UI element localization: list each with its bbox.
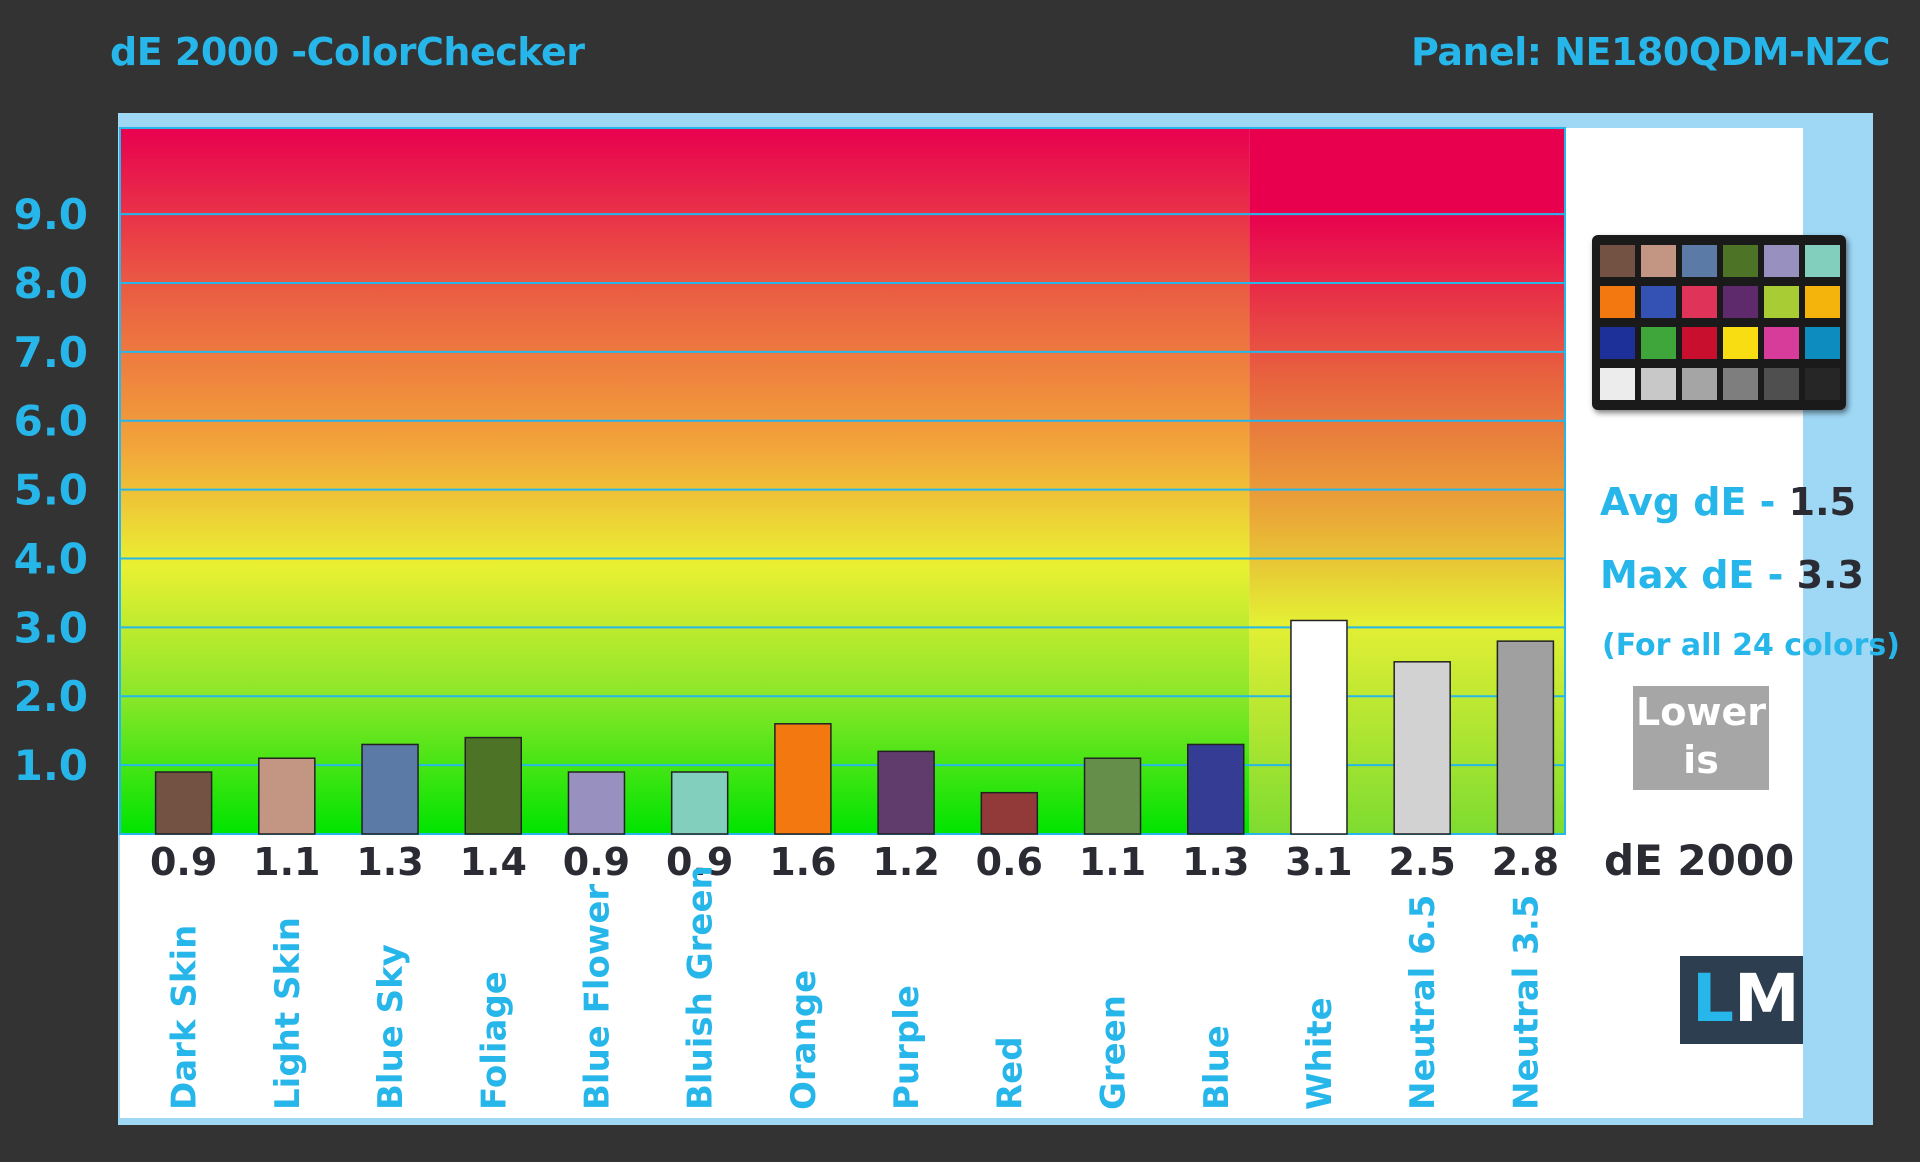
avg-de-label: Avg dE -	[1600, 480, 1789, 524]
value-label: 2.8	[1492, 840, 1559, 884]
category-label: Blue Flower	[577, 884, 617, 1110]
colorchecker-swatch	[1600, 368, 1635, 400]
logo-letter-m: M	[1734, 960, 1800, 1037]
colorchecker-swatch	[1641, 368, 1676, 400]
value-label: 1.6	[769, 840, 836, 884]
bar-purple	[877, 750, 935, 835]
bar-green	[1083, 757, 1142, 835]
colorchecker-swatch	[1805, 245, 1840, 277]
value-label: 0.9	[563, 840, 630, 884]
colorchecker-swatch	[1682, 286, 1717, 318]
colorchecker-swatch	[1600, 327, 1635, 359]
category-label: Purple	[887, 985, 927, 1110]
y-tick-label: 1.0	[14, 741, 88, 790]
category-label: Blue	[1197, 1025, 1237, 1110]
y-tick-label: 2.0	[14, 672, 88, 721]
colorchecker-swatch	[1682, 327, 1717, 359]
category-label: Dark Skin	[165, 925, 205, 1110]
axis-title: dE 2000	[1604, 836, 1795, 885]
colorchecker-swatch	[1600, 245, 1635, 277]
colorchecker-swatch	[1641, 327, 1676, 359]
value-label: 1.1	[253, 840, 320, 884]
max-de-label: Max dE -	[1600, 553, 1797, 597]
colorchecker-swatch	[1600, 286, 1635, 318]
value-label: 1.2	[872, 840, 939, 884]
bar-red	[980, 791, 1039, 835]
colorchecker-swatch	[1682, 368, 1717, 400]
colorchecker-swatch	[1641, 286, 1676, 318]
value-label: 1.3	[1182, 840, 1249, 884]
colorchecker-swatch	[1723, 286, 1758, 318]
y-tick-label: 3.0	[14, 603, 88, 652]
colorchecker-swatch	[1723, 245, 1758, 277]
bar-white	[1290, 619, 1348, 835]
y-tick-label: 6.0	[14, 397, 88, 446]
max-de-value: 3.3	[1796, 553, 1864, 597]
lower-is-better-line1: Lower is	[1636, 690, 1766, 782]
colorchecker-swatch	[1641, 245, 1676, 277]
colorchecker-swatch	[1805, 286, 1840, 318]
bar-orange	[774, 723, 832, 835]
colorchecker-swatch	[1764, 245, 1799, 277]
y-tick-label: 9.0	[14, 190, 88, 239]
panel-label: Panel: NE180QDM-NZC	[1410, 30, 1891, 74]
bar-neutral-3.5	[1496, 640, 1555, 835]
value-label: 3.1	[1285, 840, 1352, 884]
colorchecker-swatch	[1805, 368, 1840, 400]
value-label: 0.9	[150, 840, 217, 884]
bar-foliage	[464, 736, 522, 835]
logo-letter-l: L	[1692, 960, 1735, 1037]
zone-colors	[120, 128, 1250, 834]
category-label: Neutral 6.5	[1403, 895, 1443, 1110]
category-label: Foliage	[474, 971, 514, 1110]
chart-title: dE 2000 -ColorChecker	[110, 30, 585, 74]
category-label: Orange	[784, 970, 824, 1110]
y-tick-label: 7.0	[14, 328, 88, 377]
category-label: Blue Sky	[371, 944, 411, 1110]
y-tick-label: 4.0	[14, 534, 88, 583]
value-label: 0.6	[976, 840, 1043, 884]
avg-de-value: 1.5	[1788, 480, 1856, 524]
plot-border	[119, 127, 1566, 835]
category-label: Green	[1094, 995, 1134, 1110]
bar-blue-sky	[361, 743, 419, 835]
lower-is-better-line2: better	[1634, 786, 1768, 830]
value-label: 1.4	[460, 840, 527, 884]
colors-note: (For all 24 colors)	[1602, 628, 1900, 663]
lower-is-better-badge: Lower is better	[1633, 686, 1769, 830]
value-label: 0.9	[666, 840, 733, 884]
value-label: 1.1	[1079, 840, 1146, 884]
category-label: Neutral 3.5	[1506, 895, 1546, 1110]
colorchecker-swatch	[1764, 327, 1799, 359]
avg-de: Avg dE - 1.5	[1600, 480, 1856, 524]
y-tick-label: 5.0	[14, 466, 88, 515]
bar-blue	[1187, 743, 1245, 835]
category-label: Light Skin	[268, 917, 308, 1110]
colorchecker-swatch	[1764, 286, 1799, 318]
category-label: Bluish Green	[681, 865, 721, 1110]
category-label: White	[1300, 997, 1340, 1110]
max-de: Max dE - 3.3	[1600, 553, 1864, 597]
colorchecker-image	[1592, 235, 1846, 410]
category-label: Red	[990, 1036, 1030, 1110]
colorchecker-swatch	[1723, 327, 1758, 359]
bar-neutral-6.5	[1393, 661, 1451, 835]
value-label: 2.5	[1389, 840, 1456, 884]
colorchecker-swatch	[1805, 327, 1840, 359]
bar-dark-skin	[154, 771, 213, 835]
bar-blue-flower	[567, 771, 626, 835]
value-label: 1.3	[356, 840, 423, 884]
bar-bluish-green	[670, 771, 729, 835]
laptopmedia-logo: L M	[1680, 956, 1803, 1044]
colorchecker-swatch	[1764, 368, 1799, 400]
colorchecker-swatch	[1682, 245, 1717, 277]
colorchecker-swatch	[1723, 368, 1758, 400]
bar-light-skin	[258, 757, 316, 835]
y-tick-label: 8.0	[14, 259, 88, 308]
